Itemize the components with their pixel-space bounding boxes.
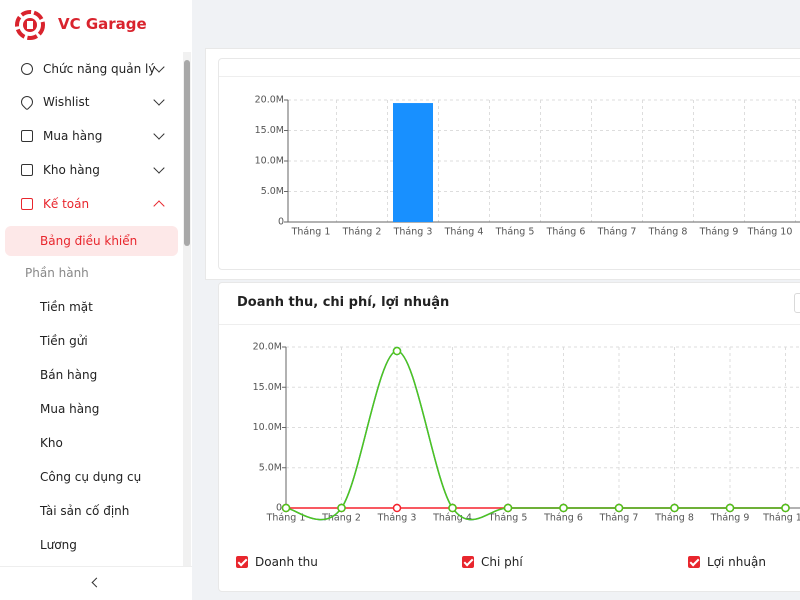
- submenu-item[interactable]: Tài sản cố định: [40, 504, 130, 518]
- x-tick-label: Tháng 6: [543, 513, 583, 524]
- legend-label[interactable]: Lợi nhuận: [707, 555, 766, 569]
- menu-item[interactable]: Wishlist: [43, 95, 90, 109]
- chart-card: [218, 282, 800, 592]
- y-tick-label: 5.0M: [259, 462, 282, 473]
- y-tick-label: 10.0M: [255, 156, 284, 167]
- x-tick-label: Tháng 5: [488, 513, 528, 524]
- legend-checkbox[interactable]: [688, 556, 700, 568]
- legend-label[interactable]: Doanh thu: [255, 555, 318, 569]
- x-tick-label: Tháng 10: [747, 227, 793, 238]
- menu-item[interactable]: Chức năng quản lý: [43, 62, 156, 76]
- line-series: [285, 350, 786, 521]
- select[interactable]: [794, 293, 800, 313]
- point: [448, 503, 457, 513]
- icon: [21, 164, 33, 176]
- point: [503, 503, 513, 513]
- point: [781, 503, 790, 513]
- x-tick-label: Tháng 9: [699, 227, 739, 238]
- point: [670, 503, 679, 513]
- point: [392, 346, 402, 356]
- y-tick-label: 20.0M: [255, 95, 284, 106]
- legend-checkbox[interactable]: [236, 556, 248, 568]
- y-tick-label: 15.0M: [253, 382, 282, 393]
- menu-item[interactable]: Kho hàng: [43, 163, 100, 177]
- point: [725, 503, 735, 513]
- x-tick-label: Tháng 7: [599, 513, 639, 524]
- sidebar: VC Garage Chức năng quản lý Wishlist Mua…: [0, 0, 192, 600]
- submenu-item[interactable]: Lương: [40, 538, 77, 552]
- x-tick-label: Tháng 2: [321, 513, 361, 524]
- y-tick-label: 5.0M: [261, 186, 284, 197]
- submenu-item[interactable]: Tiền gửi: [40, 334, 88, 348]
- icon: [21, 63, 33, 75]
- submenu-item[interactable]: Bảng điều khiển: [40, 234, 138, 248]
- bar: [393, 103, 433, 222]
- x-tick-label: Tháng 3: [377, 513, 417, 524]
- y-tick-label: 0: [278, 217, 284, 228]
- icon: [21, 198, 33, 210]
- point: [337, 503, 346, 513]
- x-tick-label: Tháng 3: [393, 227, 433, 238]
- divider: [219, 76, 800, 77]
- submenu-item[interactable]: Bán hàng: [40, 368, 98, 382]
- menu-item[interactable]: Kế toán: [43, 197, 90, 211]
- logo: [15, 10, 45, 40]
- y-tick-label: 20.0M: [253, 342, 282, 353]
- x-tick-label: Tháng 7: [597, 227, 637, 238]
- point: [392, 503, 402, 513]
- x-tick-label: Tháng 1: [291, 227, 331, 238]
- submenu-item[interactable]: Mua hàng: [40, 402, 100, 416]
- line-series: [285, 350, 786, 521]
- point: [614, 503, 624, 513]
- active-highlight: [5, 226, 178, 256]
- y-tick-label: 0: [276, 503, 282, 514]
- brand-name: VC Garage: [58, 15, 147, 33]
- submenu-item[interactable]: Tiền mặt: [40, 300, 93, 314]
- x-tick-label: Tháng 4: [432, 513, 472, 524]
- x-tick-label: Tháng 4: [444, 227, 484, 238]
- y-tick-label: 15.0M: [255, 125, 284, 136]
- group-label: Phần hành: [25, 266, 89, 280]
- chart-card: [218, 58, 800, 270]
- x-tick-label: Tháng 8: [654, 513, 694, 524]
- chart-title: Doanh thu, chi phí, lợi nhuận: [237, 295, 450, 310]
- icon: [21, 130, 33, 142]
- scroll-thumb[interactable]: [184, 60, 190, 246]
- scrollbar[interactable]: [183, 52, 191, 566]
- legend-label[interactable]: Chi phí: [481, 555, 523, 569]
- point: [559, 503, 568, 513]
- submenu-item[interactable]: Kho: [40, 436, 63, 450]
- point: [281, 503, 291, 513]
- x-tick-label: Tháng 5: [495, 227, 535, 238]
- submenu-item[interactable]: Công cụ dụng cụ: [40, 470, 142, 484]
- legend-checkbox[interactable]: [462, 556, 474, 568]
- menu-item[interactable]: Mua hàng: [43, 129, 103, 143]
- x-tick-label: Tháng 8: [648, 227, 688, 238]
- y-tick-label: 10.0M: [253, 422, 282, 433]
- x-tick-label: Tháng 9: [710, 513, 750, 524]
- collapse-bar: [0, 566, 192, 600]
- x-tick-label: Tháng 2: [342, 227, 382, 238]
- x-tick-label: Tháng 10: [762, 513, 800, 524]
- divider: [219, 324, 800, 325]
- x-tick-label: Tháng 6: [546, 227, 586, 238]
- x-tick-label: Tháng 1: [266, 513, 306, 524]
